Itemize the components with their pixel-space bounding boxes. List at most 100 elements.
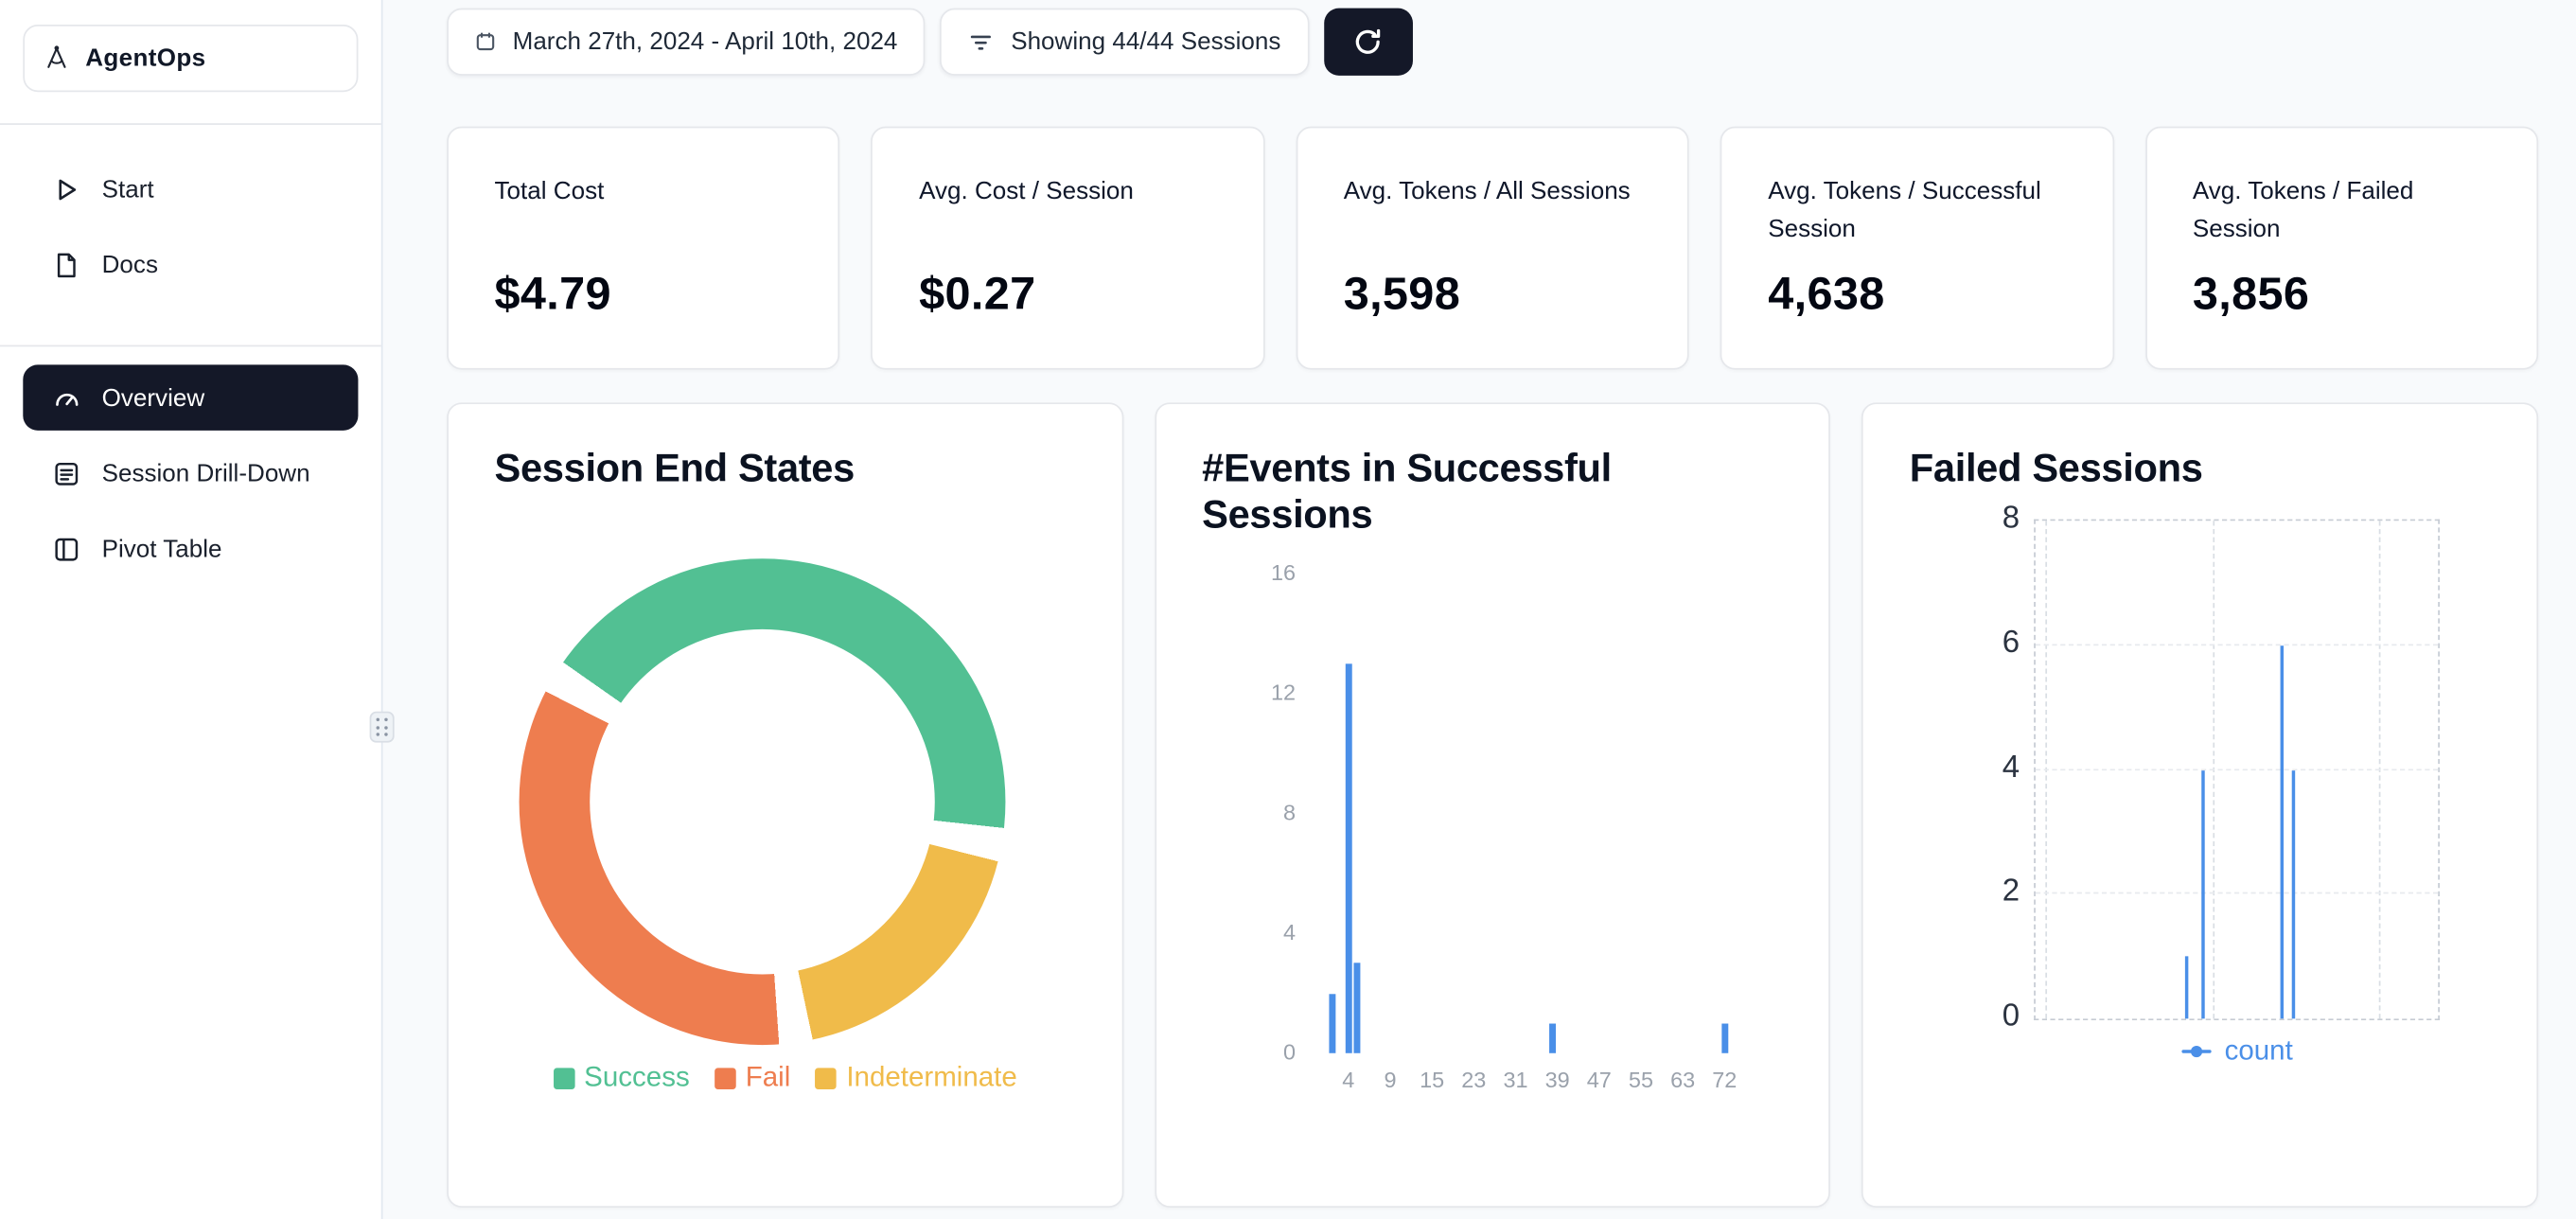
y-tick-label: 8 <box>1283 800 1297 825</box>
legend-swatch <box>714 1067 736 1089</box>
y-tick-label: 0 <box>2002 998 2020 1034</box>
stat-card-avg-tokens-all: Avg. Tokens / All Sessions 3,598 <box>1296 126 1689 370</box>
x-tick-label: 23 <box>1461 1068 1487 1093</box>
legend-swatch <box>553 1067 574 1089</box>
x-tick-label: 63 <box>1670 1068 1696 1093</box>
histogram-bar <box>1548 1023 1556 1053</box>
y-tick-label: 6 <box>2002 625 2020 661</box>
events-plot[interactable]: 0 4 8 12 16 4 9 15 23 31 39 47 55 63 72 <box>1271 560 1808 1092</box>
x-tick-label: 9 <box>1384 1068 1397 1093</box>
stat-value: 3,598 <box>1343 267 1461 319</box>
charts-row: Session End States Success Fail <box>447 402 2539 1208</box>
stat-card-avg-tokens-failed: Avg. Tokens / Failed Session 3,856 <box>2144 126 2539 370</box>
chart-title: #Events in Successful Sessions <box>1202 447 1612 538</box>
legend-label: Success <box>584 1061 690 1093</box>
y-tick-label: 2 <box>2002 874 2020 910</box>
x-tick-label: 15 <box>1420 1068 1445 1093</box>
session-end-states-card: Session End States Success Fail <box>447 402 1123 1208</box>
sidebar-divider <box>0 123 381 125</box>
stat-label: Avg. Cost / Session <box>919 177 1134 205</box>
y-tick-label: 16 <box>1271 559 1297 586</box>
y-tick-label: 4 <box>1283 920 1297 945</box>
horizontal-gridline <box>2036 768 2439 770</box>
failed-sessions-card: Failed Sessions 0 2 4 6 8 count <box>1861 402 2539 1208</box>
stat-card-total-cost: Total Cost $4.79 <box>447 126 840 370</box>
legend-swatch <box>815 1067 837 1089</box>
horizontal-gridline <box>2036 644 2439 645</box>
legend-label: Indeterminate <box>846 1061 1017 1093</box>
date-range-button[interactable]: March 27th, 2024 - April 10th, 2024 <box>447 8 926 76</box>
stat-value: $0.27 <box>919 267 1036 319</box>
brand-name: AgentOps <box>85 44 206 73</box>
stat-card-avg-tokens-successful: Avg. Tokens / Successful Session 4,638 <box>1720 126 2114 370</box>
stat-value: 3,856 <box>2192 267 2310 319</box>
sessions-filter-label: Showing 44/44 Sessions <box>1011 27 1281 57</box>
donut-hole <box>590 628 935 975</box>
refresh-icon <box>1352 26 1384 58</box>
failed-plot[interactable]: 0 2 4 6 8 <box>2003 501 2441 1034</box>
legend-label: Fail <box>745 1061 791 1093</box>
brand-home-link[interactable]: AgentOps <box>23 25 359 93</box>
legend-item-fail[interactable]: Fail <box>714 1061 791 1094</box>
x-tick-label: 47 <box>1586 1068 1612 1093</box>
sidebar-item-docs[interactable]: Docs <box>23 227 358 303</box>
sessions-filter-button[interactable]: Showing 44/44 Sessions <box>940 8 1309 76</box>
stats-row: Total Cost $4.79 Avg. Cost / Session $0.… <box>447 126 2539 370</box>
chart-title: Session End States <box>494 447 856 492</box>
legend-label: count <box>2224 1034 2293 1067</box>
sidebar-item-overview[interactable]: Overview <box>23 364 359 431</box>
sidebar-item-start[interactable]: Start <box>23 151 358 227</box>
histogram-bar <box>1353 963 1361 1053</box>
x-tick-label: 39 <box>1544 1068 1570 1093</box>
sidebar-item-label: Session Drill-Down <box>101 459 310 487</box>
vertical-gridline <box>2213 521 2215 1019</box>
sidebar-nav-top: Start Docs <box>0 125 381 302</box>
y-tick-label: 12 <box>1271 680 1297 705</box>
sidebar-item-label: Start <box>101 174 154 203</box>
sidebar-item-label: Docs <box>101 250 158 279</box>
play-icon <box>53 175 81 203</box>
y-tick-label: 0 <box>1283 1039 1297 1065</box>
topbar: March 27th, 2024 - April 10th, 2024 Show… <box>447 8 2538 76</box>
main-content: March 27th, 2024 - April 10th, 2024 Show… <box>382 0 2576 1219</box>
events-in-successful-sessions-card: #Events in Successful Sessions 0 4 8 12 16 4 9… <box>1154 402 1831 1208</box>
legend-item-indeterminate[interactable]: Indeterminate <box>815 1061 1017 1094</box>
stat-label: Avg. Tokens / Failed Session <box>2192 177 2414 243</box>
vertical-gridline <box>2377 521 2380 1019</box>
sidebar-item-pivot-table[interactable]: Pivot Table <box>23 511 358 587</box>
donut-chart-wrap <box>519 558 1006 1046</box>
sidebar-divider <box>0 344 381 347</box>
filter-icon <box>968 28 995 55</box>
y-tick-label: 4 <box>2002 750 2020 785</box>
x-tick-label: 4 <box>1342 1068 1355 1093</box>
x-tick-label: 55 <box>1628 1068 1654 1093</box>
vertical-gridline <box>2046 521 2048 1019</box>
line-spike <box>2280 645 2285 1019</box>
stat-card-avg-cost-session: Avg. Cost / Session $0.27 <box>871 126 1265 370</box>
x-tick-label: 72 <box>1712 1068 1738 1093</box>
refresh-button[interactable] <box>1323 8 1413 76</box>
donut-legend: Success Fail Indeterminate <box>495 1061 1076 1094</box>
line-spike <box>2185 956 2190 1019</box>
sidebar-nav-main: Overview Session Drill-Down <box>0 346 381 586</box>
y-tick-label: 8 <box>2002 501 2020 536</box>
stat-label: Total Cost <box>494 177 605 205</box>
histogram-bar <box>1345 662 1352 1053</box>
legend-item-success[interactable]: Success <box>553 1061 690 1094</box>
list-detail-icon <box>53 459 81 487</box>
document-icon <box>53 251 81 279</box>
sidebar-item-label: Pivot Table <box>101 535 222 563</box>
sidebar: AgentOps Start Docs <box>0 0 395 1219</box>
histogram-bar <box>1328 993 1335 1053</box>
sidebar-item-session-drill-down[interactable]: Session Drill-Down <box>23 435 358 511</box>
sidebar-resize-handle[interactable] <box>369 711 395 743</box>
line-spike <box>2202 769 2206 1019</box>
stat-label: Avg. Tokens / All Sessions <box>1343 177 1631 205</box>
stat-value: 4,638 <box>1768 267 1885 319</box>
gauge-icon <box>53 383 81 412</box>
histogram-bar <box>1720 1023 1728 1053</box>
x-tick-label: 31 <box>1503 1068 1528 1093</box>
horizontal-gridline <box>2036 892 2439 894</box>
count-legend-item[interactable]: count <box>2035 1035 2441 1069</box>
